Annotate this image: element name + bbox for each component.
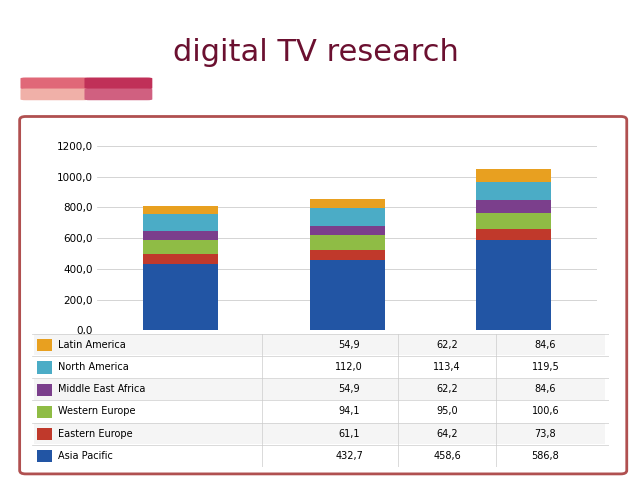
Bar xyxy=(35,379,605,400)
Bar xyxy=(37,361,52,374)
Bar xyxy=(143,206,218,214)
Bar xyxy=(476,200,551,213)
FancyBboxPatch shape xyxy=(84,77,152,89)
Text: North America: North America xyxy=(58,362,128,372)
Text: 54,9: 54,9 xyxy=(339,340,360,350)
Bar xyxy=(310,208,385,226)
Bar xyxy=(143,264,218,330)
FancyBboxPatch shape xyxy=(84,88,152,100)
Bar xyxy=(37,406,52,418)
Bar xyxy=(476,182,551,200)
Text: 84,6: 84,6 xyxy=(534,384,556,394)
Bar xyxy=(143,214,218,231)
Bar xyxy=(476,240,551,330)
Bar xyxy=(476,213,551,229)
Text: 432,7: 432,7 xyxy=(335,451,363,461)
Bar xyxy=(143,254,218,264)
Text: 586,8: 586,8 xyxy=(531,451,559,461)
Text: Western Europe: Western Europe xyxy=(58,407,135,417)
Text: Asia Pacific: Asia Pacific xyxy=(58,451,113,461)
Bar xyxy=(37,384,52,396)
Text: 119,5: 119,5 xyxy=(531,362,559,372)
Bar xyxy=(35,445,605,466)
Text: 61,1: 61,1 xyxy=(339,429,360,439)
Text: 84,6: 84,6 xyxy=(534,340,556,350)
Text: Middle East Africa: Middle East Africa xyxy=(58,384,145,394)
Text: 458,6: 458,6 xyxy=(433,451,461,461)
Bar xyxy=(476,229,551,240)
Bar xyxy=(37,428,52,440)
Text: 62,2: 62,2 xyxy=(436,340,458,350)
Bar xyxy=(37,450,52,462)
Bar xyxy=(310,226,385,235)
Text: 54,9: 54,9 xyxy=(339,384,360,394)
Text: 100,6: 100,6 xyxy=(532,407,559,417)
Bar xyxy=(37,339,52,351)
Bar xyxy=(143,240,218,254)
Bar xyxy=(310,199,385,208)
Bar xyxy=(310,235,385,250)
Text: 112,0: 112,0 xyxy=(335,362,363,372)
Bar xyxy=(310,250,385,260)
Bar xyxy=(35,423,605,444)
Bar xyxy=(476,169,551,182)
Text: 95,0: 95,0 xyxy=(436,407,458,417)
Text: Latin America: Latin America xyxy=(58,340,125,350)
FancyBboxPatch shape xyxy=(20,77,88,89)
Text: 62,2: 62,2 xyxy=(436,384,458,394)
Bar xyxy=(35,335,605,355)
Text: 94,1: 94,1 xyxy=(339,407,360,417)
Bar xyxy=(35,401,605,422)
Text: Eastern Europe: Eastern Europe xyxy=(58,429,132,439)
FancyBboxPatch shape xyxy=(20,88,88,100)
Bar xyxy=(310,260,385,330)
Text: 64,2: 64,2 xyxy=(436,429,458,439)
FancyBboxPatch shape xyxy=(20,117,627,474)
Text: digital TV research: digital TV research xyxy=(173,38,459,68)
Text: 113,4: 113,4 xyxy=(433,362,461,372)
Text: 73,8: 73,8 xyxy=(534,429,556,439)
Bar xyxy=(143,231,218,240)
Bar xyxy=(35,357,605,377)
